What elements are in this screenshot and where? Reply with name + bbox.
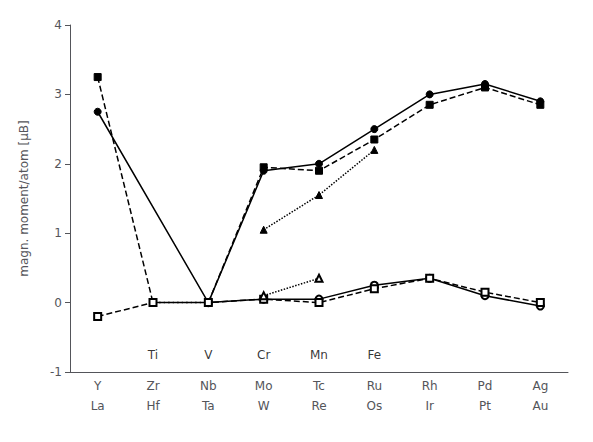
svg-text:Au: Au <box>532 399 548 413</box>
svg-text:Mn: Mn <box>310 348 328 362</box>
svg-text:Rh: Rh <box>422 379 438 393</box>
svg-text:Ti: Ti <box>147 348 158 362</box>
svg-text:Zr: Zr <box>146 379 159 393</box>
svg-text:Y: Y <box>93 379 102 393</box>
svg-text:Mo: Mo <box>255 379 273 393</box>
svg-text:Ta: Ta <box>201 399 215 413</box>
svg-text:magn. moment/atom [μB]: magn. moment/atom [μB] <box>17 120 31 277</box>
svg-text:Fe: Fe <box>368 348 382 362</box>
svg-text:4: 4 <box>54 18 62 32</box>
svg-text:Nb: Nb <box>200 379 217 393</box>
svg-text:Re: Re <box>311 399 326 413</box>
svg-text:Ag: Ag <box>532 379 548 393</box>
svg-text:Cr: Cr <box>257 348 270 362</box>
svg-text:La: La <box>91 399 105 413</box>
svg-text:Pd: Pd <box>478 379 493 393</box>
svg-text:Tc: Tc <box>312 379 325 393</box>
svg-text:1: 1 <box>54 226 62 240</box>
svg-text:2: 2 <box>54 157 62 171</box>
svg-text:Hf: Hf <box>146 399 160 413</box>
svg-text:3: 3 <box>54 87 62 101</box>
svg-text:W: W <box>258 399 270 413</box>
svg-text:-1: -1 <box>50 365 62 379</box>
svg-text:0: 0 <box>54 296 62 310</box>
svg-text:Ru: Ru <box>367 379 382 393</box>
svg-text:Os: Os <box>366 399 382 413</box>
svg-text:V: V <box>204 348 213 362</box>
svg-text:Pt: Pt <box>479 399 491 413</box>
svg-text:Ir: Ir <box>425 399 434 413</box>
